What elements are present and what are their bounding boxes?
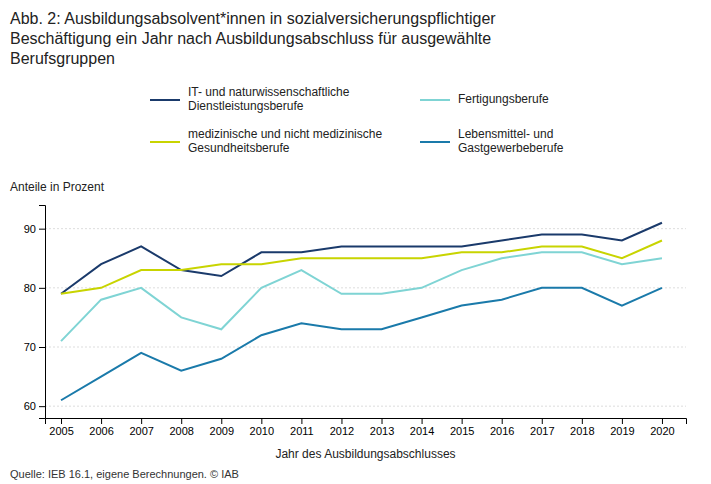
grid-line <box>45 228 686 229</box>
source: Quelle: IEB 16.1, eigene Berechnungen. ©… <box>10 468 239 480</box>
y-tick-mark <box>39 406 45 407</box>
x-tick: 2012 <box>330 418 354 437</box>
series-line <box>61 241 662 294</box>
y-tick-mark <box>39 347 45 348</box>
legend-entry: IT- und naturwissenschaftlicheDienstleis… <box>150 85 350 113</box>
x-tick-mark <box>622 418 623 424</box>
series-line <box>61 223 662 294</box>
x-tick: 2013 <box>370 418 394 437</box>
legend-swatch <box>150 141 180 143</box>
x-tick: 2008 <box>169 418 193 437</box>
x-tick-mark <box>341 418 342 424</box>
y-tick-label: 80 <box>24 282 36 294</box>
legend-swatch <box>420 141 450 143</box>
legend-label: IT- und naturwissenschaftlicheDienstleis… <box>188 85 350 113</box>
x-tick-label: 2018 <box>570 425 594 437</box>
plot: 2005 2006 2007 2008 2009 2010 2011 2012 2013 2014… <box>24 206 687 437</box>
y-tick-label: 70 <box>24 341 36 353</box>
x-tick-mark <box>662 418 663 424</box>
y-axis-title: Anteile in Prozent <box>10 180 105 194</box>
x-tick-mark <box>221 418 222 424</box>
x-tick-mark <box>422 418 423 424</box>
series-line <box>61 288 662 400</box>
x-tick-mark <box>61 418 62 424</box>
legend-entry: Lebensmittel- undGastgewerbeberufe <box>420 127 564 155</box>
x-tick: 2005 <box>49 418 73 437</box>
legend-label: Lebensmittel- undGastgewerbeberufe <box>458 127 564 155</box>
grid <box>45 229 686 407</box>
y-tick-mark <box>39 229 45 230</box>
x-tick-label: 2008 <box>169 425 193 437</box>
legend-swatch <box>150 99 180 101</box>
y-axis: 60 70 80 90 <box>24 206 46 419</box>
x-tick-label: 2013 <box>370 425 394 437</box>
x-tick-label: 2017 <box>530 425 554 437</box>
x-tick: 2019 <box>610 418 634 437</box>
x-tick: 2017 <box>530 418 554 437</box>
x-tick-mark <box>542 418 543 424</box>
y-tick: 90 <box>24 223 45 235</box>
x-tick: 2007 <box>129 418 153 437</box>
x-tick-label: 2010 <box>250 425 274 437</box>
y-tick: 70 <box>24 341 45 353</box>
x-tick: 2015 <box>450 418 474 437</box>
x-tick: 2011 <box>290 418 314 437</box>
title: Abb. 2: Ausbildungsabsolvent*innen in so… <box>10 10 496 67</box>
chart: Abb. 2: Ausbildungsabsolvent*innen in so… <box>0 0 711 484</box>
lines <box>61 223 662 401</box>
x-tick-label: 2006 <box>89 425 113 437</box>
x-tick-label: 2012 <box>330 425 354 437</box>
grid-line <box>45 406 686 407</box>
grid-line <box>45 347 686 348</box>
x-tick-label: 2009 <box>210 425 234 437</box>
legend-entry: medizinische und nicht medizinischeGesun… <box>150 127 382 155</box>
y-tick-label: 60 <box>24 400 36 412</box>
x-tick: 2009 <box>210 418 234 437</box>
x-tick-mark <box>101 418 102 424</box>
legend-label: Fertigungsberufe <box>458 92 549 106</box>
x-tick: 2014 <box>410 418 434 437</box>
x-tick-mark <box>261 418 262 424</box>
x-axis-title: Jahr des Ausbildungsabschlusses <box>275 447 455 461</box>
legend-entry: Fertigungsberufe <box>420 92 549 106</box>
x-tick-label: 2007 <box>129 425 153 437</box>
x-tick-mark <box>582 418 583 424</box>
y-axis-line <box>39 206 46 419</box>
x-tick-label: 2020 <box>650 425 674 437</box>
y-tick: 80 <box>24 282 45 294</box>
legend: IT- und naturwissenschaftlicheDienstleis… <box>150 85 564 155</box>
x-tick-mark <box>301 418 302 424</box>
x-tick-mark <box>181 418 182 424</box>
x-tick-label: 2014 <box>410 425 434 437</box>
y-tick-mark <box>39 288 45 289</box>
legend-label: medizinische und nicht medizinischeGesun… <box>188 127 382 155</box>
x-tick: 2018 <box>570 418 594 437</box>
x-tick-label: 2011 <box>290 425 314 437</box>
x-tick-mark <box>462 418 463 424</box>
legend-swatch <box>420 99 450 101</box>
x-tick: 2020 <box>650 418 674 437</box>
x-axis: 2005 2006 2007 2008 2009 2010 2011 2012 2013 2014… <box>46 418 687 437</box>
y-tick-label: 90 <box>24 223 36 235</box>
x-tick-mark <box>502 418 503 424</box>
x-tick: 2010 <box>250 418 274 437</box>
x-tick: 2006 <box>89 418 113 437</box>
x-tick: 2016 <box>490 418 514 437</box>
x-tick-label: 2016 <box>490 425 514 437</box>
x-tick-mark <box>382 418 383 424</box>
x-axis-line <box>46 419 687 425</box>
x-tick-label: 2005 <box>49 425 73 437</box>
x-tick-label: 2015 <box>450 425 474 437</box>
x-tick-mark <box>141 418 142 424</box>
y-tick: 60 <box>24 400 45 412</box>
series-line <box>61 252 662 341</box>
x-tick-label: 2019 <box>610 425 634 437</box>
